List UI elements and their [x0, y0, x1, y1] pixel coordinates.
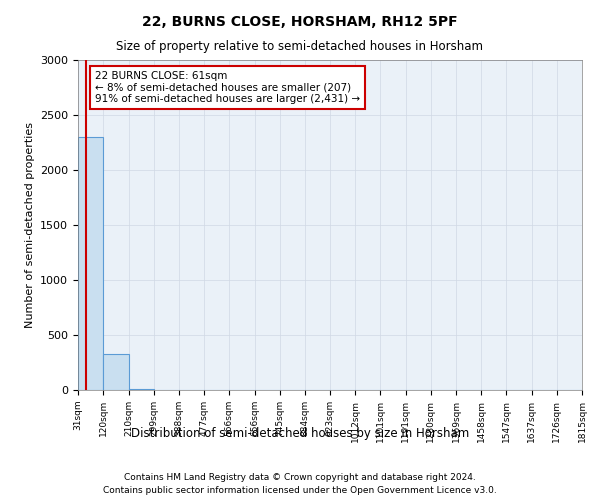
Text: Contains HM Land Registry data © Crown copyright and database right 2024.: Contains HM Land Registry data © Crown c… [124, 474, 476, 482]
Bar [78, 137, 103, 390]
Y-axis label: Number of semi-detached properties: Number of semi-detached properties [25, 122, 35, 328]
Text: Size of property relative to semi-detached houses in Horsham: Size of property relative to semi-detach… [116, 40, 484, 53]
Text: 22 BURNS CLOSE: 61sqm
← 8% of semi-detached houses are smaller (207)
91% of semi: 22 BURNS CLOSE: 61sqm ← 8% of semi-detac… [95, 71, 360, 104]
Text: 22, BURNS CLOSE, HORSHAM, RH12 5PF: 22, BURNS CLOSE, HORSHAM, RH12 5PF [142, 15, 458, 29]
Bar [128, 389, 154, 390]
Text: Contains public sector information licensed under the Open Government Licence v3: Contains public sector information licen… [103, 486, 497, 495]
Text: Distribution of semi-detached houses by size in Horsham: Distribution of semi-detached houses by … [131, 428, 469, 440]
Bar [103, 354, 128, 390]
